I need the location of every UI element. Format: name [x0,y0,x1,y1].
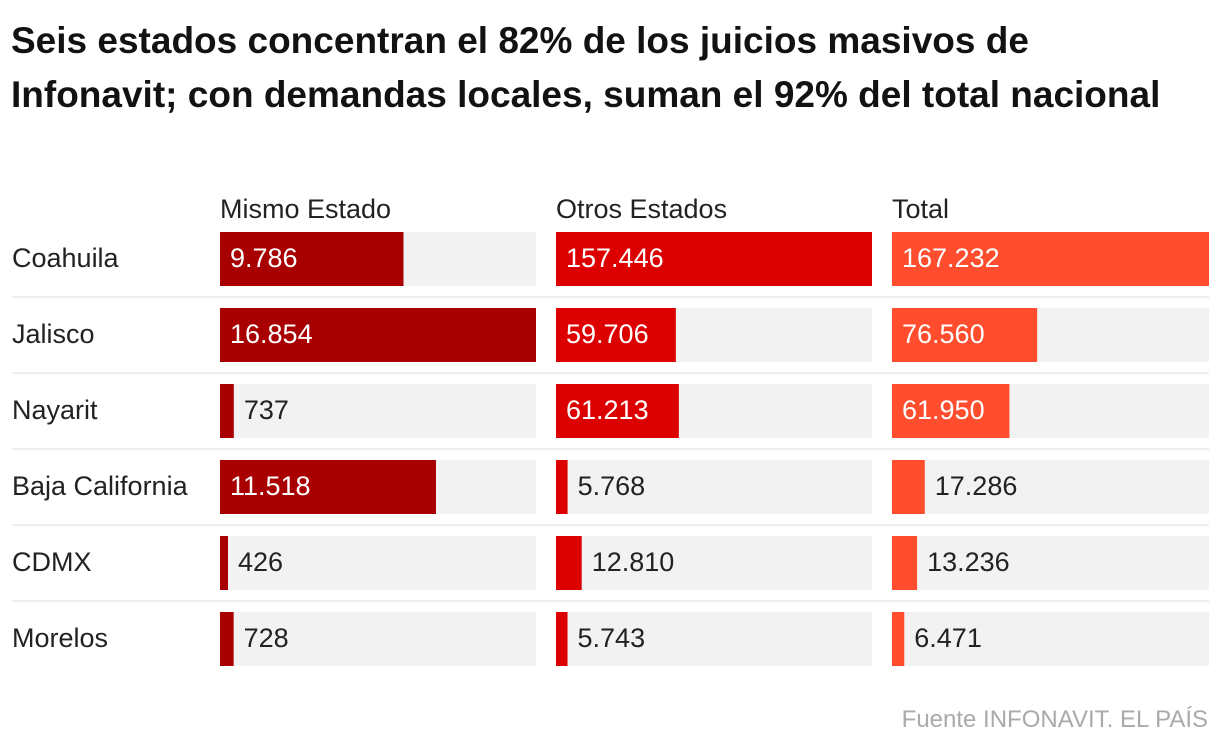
data-label-otros: 61.213 [566,395,649,425]
data-label-otros: 59.706 [566,319,649,349]
bar-otros [556,232,872,286]
data-label-mismo: 728 [244,623,289,653]
bar-total [892,460,925,514]
data-label-total: 13.236 [927,547,1010,577]
bar-track [220,536,536,590]
source-note: Fuente INFONAVIT. EL PAÍS [901,706,1208,733]
bar-mismo [220,308,536,362]
data-label-total: 76.560 [902,319,985,349]
data-label-otros: 5.743 [578,623,646,653]
data-label-otros: 157.446 [566,243,664,273]
bar-otros [556,460,568,514]
bar-total [892,308,1038,362]
row-label: Morelos [12,623,108,653]
row-label: Coahuila [12,243,120,273]
data-label-total: 17.286 [935,471,1018,501]
column-header-total: Total [892,194,949,224]
bar-otros [556,536,582,590]
data-label-mismo: 16.854 [230,319,313,349]
column-header-mismo: Mismo Estado [220,194,391,224]
data-label-total: 6.471 [914,623,982,653]
data-label-total: 61.950 [902,395,985,425]
row-label: Jalisco [12,319,95,349]
bar-track [556,612,872,666]
data-label-mismo: 9.786 [230,243,298,273]
bar-mismo [220,612,234,666]
bar-total [892,384,1010,438]
bar-track [220,384,536,438]
bar-total [892,232,1209,286]
chart-title: Seis estados concentran el 82% de los ju… [11,20,1161,115]
bar-otros [556,384,679,438]
bar-mismo [220,232,404,286]
data-label-mismo: 426 [238,547,283,577]
bar-track [892,460,1209,514]
bar-mismo [220,460,436,514]
bar-otros [556,308,676,362]
bar-otros [556,612,568,666]
bar-track [892,612,1209,666]
row-label: CDMX [12,547,92,577]
data-label-total: 167.232 [902,243,1000,273]
bar-mismo [220,536,228,590]
bar-track [220,612,536,666]
data-label-mismo: 737 [244,395,289,425]
data-label-otros: 12.810 [592,547,675,577]
row-label: Nayarit [12,395,98,425]
data-label-mismo: 11.518 [230,471,311,501]
bar-chart: Mismo Estado Otros Estados Total Coahuila 9.… [12,194,1209,666]
bar-track [556,460,872,514]
bar-track [892,536,1209,590]
data-label-otros: 5.768 [578,471,646,501]
bar-total [892,536,918,590]
column-header-otros: Otros Estados [556,194,727,224]
row-label: Baja California [12,471,189,501]
bar-track [556,536,872,590]
bar-total [892,612,905,666]
bar-mismo [220,384,234,438]
